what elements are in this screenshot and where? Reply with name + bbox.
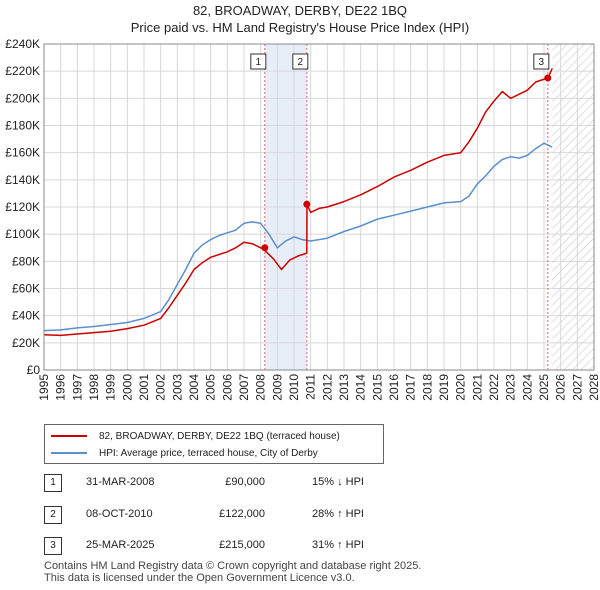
sale-badge: 3	[44, 537, 62, 555]
x-tick-label: 1997	[70, 374, 84, 401]
x-tick-label: 2026	[554, 374, 568, 401]
legend-label-price: 82, BROADWAY, DERBY, DE22 1BQ (terraced …	[99, 430, 340, 442]
x-tick-label: 2010	[287, 374, 301, 401]
x-tick-label: 2013	[337, 374, 351, 401]
sale-hpi-change: 28% ↑ HPI	[312, 508, 364, 520]
sale-label: 1	[256, 57, 262, 68]
sale-hpi-change: 15% ↓ HPI	[312, 476, 364, 488]
legend-item-hpi: HPI: Average price, terraced house, City…	[51, 445, 318, 461]
legend-item-price: 82, BROADWAY, DERBY, DE22 1BQ (terraced …	[51, 428, 340, 444]
x-tick-label: 2028	[587, 374, 600, 401]
x-tick-label: 2023	[504, 374, 518, 401]
x-tick-label: 2017	[404, 374, 418, 401]
x-tick-label: 2015	[370, 374, 384, 401]
sale-label: 3	[539, 57, 545, 68]
x-tick-label: 1996	[54, 374, 68, 401]
sale-price: £122,000	[219, 508, 265, 520]
y-tick-label: £160K	[5, 146, 40, 160]
footer-licence: This data is licensed under the Open Gov…	[44, 572, 355, 584]
x-tick-label: 2027	[570, 374, 584, 401]
sale-point	[261, 244, 269, 252]
chart-title: 82, BROADWAY, DERBY, DE22 1BQ	[192, 3, 408, 18]
x-tick-label: 2009	[270, 374, 284, 401]
x-tick-label: 2007	[237, 374, 251, 401]
x-tick-label: 2018	[420, 374, 434, 401]
sale-badge: 2	[44, 506, 62, 524]
x-tick-label: 2004	[187, 374, 201, 401]
x-tick-label: 2021	[470, 374, 484, 401]
x-tick-label: 2000	[120, 374, 134, 401]
chart-subtitle: Price paid vs. HM Land Registry's House …	[130, 20, 470, 35]
price-series-line	[43, 68, 553, 337]
sale-point	[544, 74, 552, 82]
x-tick-label: 2024	[520, 374, 534, 401]
y-tick-label: £140K	[5, 173, 40, 187]
sale-label-box	[250, 53, 267, 70]
legend-swatch-hpi	[51, 452, 87, 454]
sale-price: £90,000	[225, 476, 265, 488]
y-tick-label: £60K	[12, 282, 40, 296]
y-tick-label: £0	[27, 363, 41, 377]
sale-date: 08-OCT-2010	[86, 508, 153, 520]
y-tick-label: £20K	[12, 336, 40, 350]
y-tick-label: £120K	[5, 200, 40, 214]
sale-badge: 1	[44, 474, 62, 492]
x-tick-label: 2012	[320, 374, 334, 401]
x-tick-label: 2005	[204, 374, 218, 401]
y-tick-label: £240K	[5, 37, 40, 51]
table-row: 2 08-OCT-2010 £122,000 28% ↑ HPI	[44, 506, 464, 524]
y-tick-label: £100K	[5, 227, 40, 241]
sale-label-box	[292, 53, 309, 70]
table-row: 3 25-MAR-2025 £215,000 31% ↑ HPI	[44, 537, 464, 555]
x-tick-label: 2003	[170, 374, 184, 401]
y-tick-label: £40K	[12, 309, 40, 323]
hpi-series-line	[43, 142, 553, 332]
sale-date: 25-MAR-2025	[86, 539, 155, 551]
sale-price: £215,000	[219, 539, 265, 551]
x-tick-label: 1995	[37, 374, 51, 401]
sale-label-box	[533, 53, 550, 70]
plot-border	[43, 43, 595, 371]
sale-label: 2	[298, 57, 304, 68]
x-tick-label: 2008	[254, 374, 268, 401]
x-tick-label: 2022	[487, 374, 501, 401]
legend: 82, BROADWAY, DERBY, DE22 1BQ (terraced …	[44, 424, 384, 464]
sale-date: 31-MAR-2008	[86, 476, 155, 488]
y-tick-label: £180K	[5, 119, 40, 133]
x-tick-label: 1998	[87, 374, 101, 401]
legend-label-hpi: HPI: Average price, terraced house, City…	[99, 447, 318, 459]
footer-copyright: Contains HM Land Registry data © Crown c…	[44, 560, 422, 572]
x-tick-label: 2016	[387, 374, 401, 401]
x-tick-label: 2020	[454, 374, 468, 401]
x-tick-label: 2025	[537, 374, 551, 401]
sale-point	[303, 200, 311, 208]
x-tick-label: 2014	[354, 374, 368, 401]
legend-swatch-price	[51, 435, 87, 437]
y-tick-label: £220K	[5, 64, 40, 78]
y-tick-label: £200K	[5, 91, 40, 105]
x-tick-label: 2001	[137, 374, 151, 401]
x-tick-label: 1999	[104, 374, 118, 401]
sale-hpi-change: 31% ↑ HPI	[312, 539, 364, 551]
x-tick-label: 2002	[154, 374, 168, 401]
y-tick-label: £80K	[12, 254, 40, 268]
table-row: 1 31-MAR-2008 £90,000 15% ↓ HPI	[44, 474, 464, 492]
x-tick-label: 2006	[220, 374, 234, 401]
x-tick-label: 2019	[437, 374, 451, 401]
x-tick-label: 2011	[304, 374, 318, 400]
